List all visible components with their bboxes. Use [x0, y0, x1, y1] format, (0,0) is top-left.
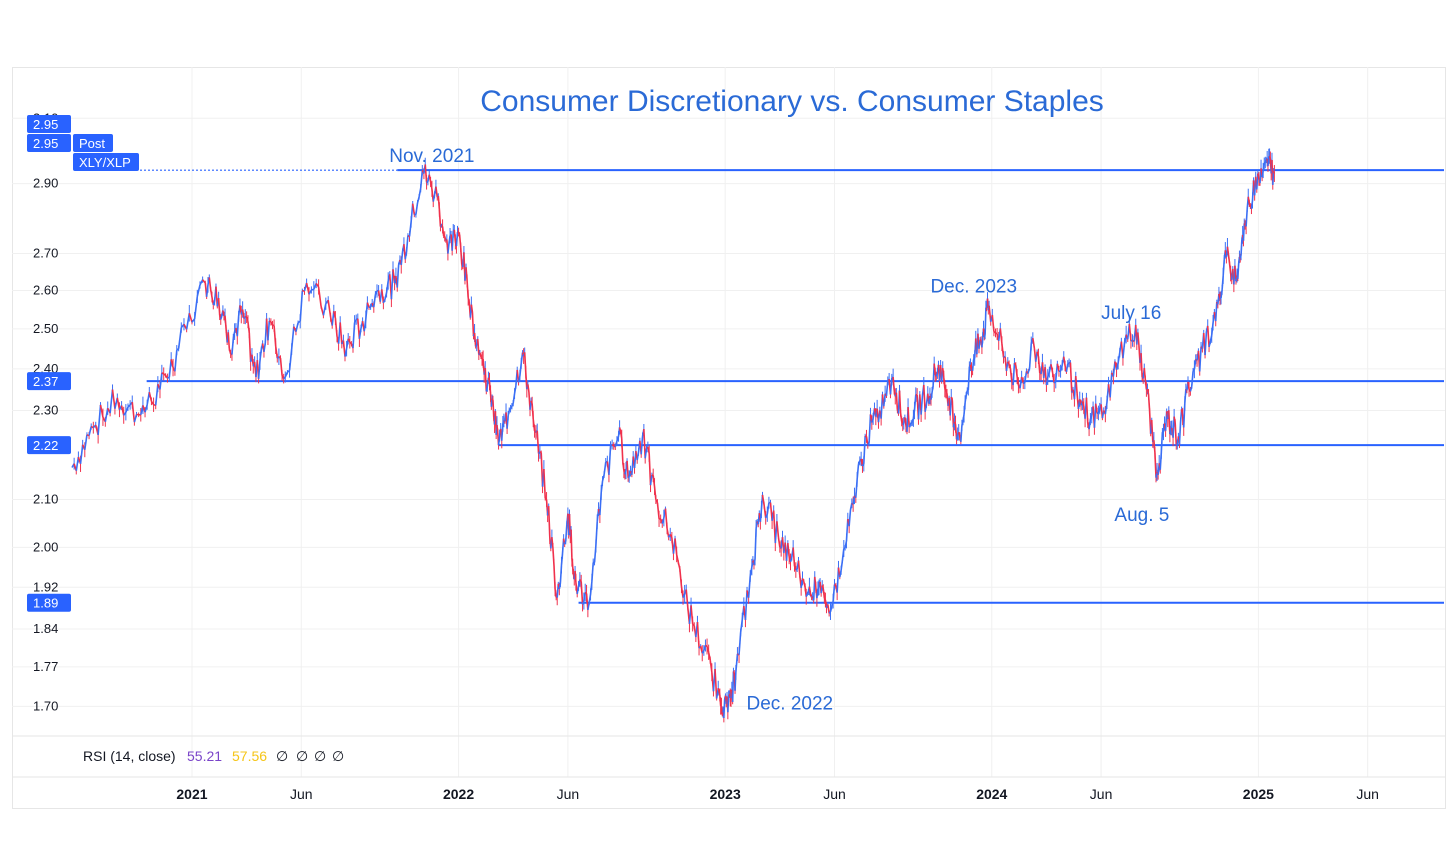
annotations: Nov. 2021 Dec. 2023 July 16 Aug. 5 Dec. 2022: [389, 146, 1169, 714]
annotation-label: Aug. 5: [1114, 505, 1169, 526]
y-tick-label: 2.60: [33, 282, 58, 297]
annotation-label: Dec. 2023: [930, 276, 1017, 297]
x-tick-label: 2023: [710, 786, 741, 802]
series-segment: [1214, 301, 1218, 322]
series-segment: [97, 404, 102, 435]
level-badge-bg: [27, 593, 71, 612]
y-tick-label: 1.77: [33, 659, 58, 674]
series-segment: [1074, 376, 1078, 394]
series-segment: [731, 671, 735, 703]
rsi-value-2: 57.56: [232, 748, 267, 764]
level-badge: 2.37: [33, 374, 58, 389]
series-segment: [290, 326, 295, 350]
series-segment: [797, 560, 801, 576]
rsi-legend: RSI (14, close) 55.21 57.56 ∅ ∅ ∅ ∅: [83, 748, 344, 764]
y-tick-label: 2.90: [33, 176, 58, 191]
x-tick-label: Jun: [557, 786, 580, 802]
rsi-label: RSI (14, close): [83, 748, 176, 764]
annotation-label: July 16: [1101, 303, 1161, 324]
series-segment: [714, 668, 718, 699]
x-tick-label: 2024: [976, 786, 1007, 802]
series-segment: [227, 332, 231, 349]
symbol-badge-bg: [73, 153, 139, 171]
y-tick-label: 2.70: [33, 246, 58, 261]
session-badge: Post: [79, 136, 105, 151]
level-badge-bg: [27, 436, 71, 455]
series-segment: [471, 312, 475, 337]
series-segment: [405, 235, 409, 252]
series-segment: [317, 286, 322, 307]
series-segment: [1147, 394, 1151, 411]
annotation-label: Nov. 2021: [389, 146, 474, 167]
series-segment: [299, 290, 304, 322]
series-segment: [543, 468, 547, 499]
chart-frame: [12, 67, 1446, 809]
series-segment: [898, 390, 902, 414]
x-axis: 2021 Jun 2022 Jun 2023 Jun 2024 Jun 2025 Jun: [176, 786, 1379, 802]
series-segment: [685, 589, 689, 608]
annotation-label: Dec. 2022: [747, 693, 834, 714]
grid-lines: [12, 67, 1445, 777]
level-badge: 2.22: [33, 438, 58, 453]
x-tick-label: 2021: [176, 786, 207, 802]
price-badge-post: 2.95: [33, 136, 58, 151]
price-badges: 2.95 2.95 Post XLY/XLP 2.37 2.22 1.89: [27, 115, 139, 612]
support-resistance-lines: [140, 169, 1444, 604]
y-tick-label: 2.10: [33, 492, 58, 507]
chart-title: Consumer Discretionary vs. Consumer Stap…: [480, 85, 1104, 118]
y-tick-label: 1.92: [33, 579, 58, 594]
session-badge-bg: [73, 134, 113, 152]
rsi-symbol-2: ∅: [296, 748, 308, 764]
series-segment: [1245, 209, 1248, 227]
x-tick-label: 2022: [443, 786, 474, 802]
series-segment: [620, 438, 624, 462]
y-tick-label: 2.50: [33, 321, 58, 336]
symbol-badge: XLY/XLP: [79, 155, 131, 170]
rsi-symbol-1: ∅: [276, 748, 288, 764]
y-tick-label: 1.84: [33, 621, 58, 636]
ratio-series: [71, 148, 1276, 723]
series-segment: [920, 395, 924, 415]
x-tick-label: Jun: [823, 786, 846, 802]
level-badge: 1.89: [33, 596, 58, 611]
series-segment: [863, 436, 866, 464]
x-tick-label: 2025: [1243, 786, 1274, 802]
x-tick-label: Jun: [1356, 786, 1379, 802]
series-segment: [848, 509, 852, 527]
price-badge-post-bg: [27, 134, 71, 152]
x-tick-label: Jun: [1090, 786, 1113, 802]
series-segment: [1240, 239, 1243, 256]
rsi-symbol-3: ∅: [314, 748, 326, 764]
y-tick-label: 2.40: [33, 361, 58, 376]
series-segment: [484, 368, 488, 392]
rsi-symbol-4: ∅: [332, 748, 344, 764]
y-tick-label: 2.30: [33, 403, 58, 418]
series-segment: [1204, 332, 1208, 356]
series-segment: [473, 332, 477, 347]
y-axis: 3.102.902.702.602.502.402.302.102.001.92…: [33, 110, 58, 713]
price-badge-top-bg: [27, 115, 71, 133]
series-segment: [1109, 372, 1113, 398]
rsi-value-1: 55.21: [187, 748, 222, 764]
x-tick-label: Jun: [290, 786, 313, 802]
y-tick-label: 2.00: [33, 539, 58, 554]
series-segment: [396, 265, 400, 288]
series-segment: [744, 590, 748, 621]
price-badge-top: 2.95: [33, 117, 58, 132]
series-segment: [723, 699, 726, 719]
level-badge-bg: [27, 372, 71, 391]
y-tick-label: 1.70: [33, 698, 58, 713]
